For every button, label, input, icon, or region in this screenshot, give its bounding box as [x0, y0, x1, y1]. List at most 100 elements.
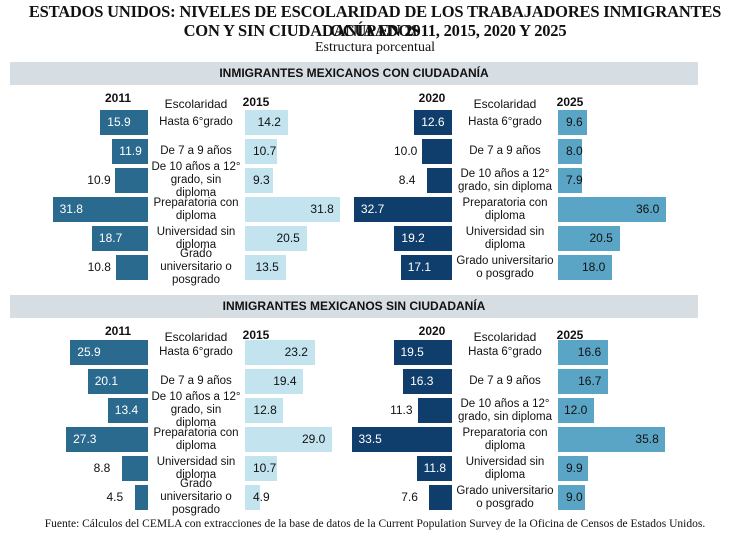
data-label-2011: 25.9: [77, 345, 101, 359]
chart-title-line-2: CON Y SIN CIUDADANÍA EN 2011, 2015, 2020…: [183, 21, 567, 40]
data-label-2011: 18.7: [98, 231, 123, 245]
bar-2011: [66, 427, 148, 452]
category-label: Preparatoria con diploma: [153, 196, 239, 222]
category-label: Grado universitario o posgrado: [160, 478, 232, 516]
year-label-2011: 2011: [104, 324, 132, 338]
data-label-2015: 10.7: [253, 461, 277, 475]
bar-2020: [422, 139, 452, 164]
data-label-2011: 31.8: [59, 202, 83, 216]
data-label-2025: 8.0: [566, 144, 583, 158]
category-header: Escolaridad: [473, 97, 537, 111]
category-label: Grado universitario o posgrado: [456, 254, 554, 280]
bar-2020: [416, 456, 452, 481]
data-label-2025: 9.9: [566, 461, 583, 475]
bar-2025: [558, 139, 582, 164]
category-label: Grado universitario o posgrado: [456, 484, 554, 510]
bar-2025: [558, 369, 609, 394]
data-label-2011: 27.3: [73, 432, 97, 446]
data-label-2020: 32.7: [360, 202, 385, 216]
bar-2020: [429, 485, 452, 510]
data-label-2020: 17.1: [407, 260, 432, 274]
data-label-2025: 20.5: [589, 231, 613, 245]
bar-2025: [558, 110, 587, 135]
bar-2011: [91, 226, 148, 251]
data-label-2015: 13.5: [255, 260, 279, 274]
category-label: Hasta 6°grado: [159, 116, 233, 128]
data-label-2025: 9.6: [566, 115, 583, 129]
category-label: De 10 años a 12° grado, sin diploma: [458, 167, 552, 193]
bar-2025: [558, 485, 585, 510]
section-band-2: INMIGRANTES MEXICANOS SIN CIUDADANÍA: [10, 295, 698, 318]
data-label-2011: 11.9: [119, 144, 142, 158]
bar-2015: [245, 485, 260, 510]
chart-title-line-1: ESTADOS UNIDOS: NIVELES DE ESCOLARIDAD D…: [28, 2, 722, 40]
bar-2011: [121, 456, 148, 481]
category-label: Hasta 6°grado: [468, 346, 542, 358]
data-label-2015: 29.0: [302, 432, 326, 446]
bar-2015: [245, 369, 304, 394]
bar-2025: [558, 255, 612, 280]
data-label-2011: 15.9: [107, 115, 131, 129]
bar-2020: [426, 168, 452, 193]
category-header: Escolaridad: [164, 97, 228, 111]
source-note: Fuente: Cálculos del CEMLA con extraccio…: [44, 518, 706, 530]
year-label-2025: 2025: [556, 328, 584, 342]
bar-2025: [558, 340, 608, 365]
bar-2011: [100, 110, 148, 135]
bar-2020: [418, 398, 452, 423]
data-label-2020: 8.4: [398, 173, 416, 187]
bar-2011: [52, 197, 148, 222]
category-label: Grado universitario o posgrado: [160, 248, 232, 286]
category-header: Escolaridad: [164, 330, 228, 344]
data-label-2020: 33.5: [358, 432, 382, 446]
data-label-2020: 11.8: [423, 461, 447, 475]
category-label: Preparatoria con diploma: [462, 196, 548, 222]
data-label-2025: 35.8: [635, 432, 659, 446]
data-label-2020: 7.6: [401, 490, 418, 504]
data-label-2020: 19.5: [400, 345, 424, 359]
bar-2020: [403, 369, 452, 394]
data-label-2015: 19.4: [273, 374, 297, 388]
data-label-2015: 23.2: [284, 345, 308, 359]
data-label-2011: 8.8: [93, 461, 111, 475]
data-label-2025: 16.7: [578, 374, 602, 388]
category-label: De 7 a 9 años: [469, 145, 541, 157]
data-label-2025: 7.9: [566, 173, 583, 187]
category-label: De 7 a 9 años: [469, 375, 541, 387]
year-label-2020: 2020: [418, 91, 446, 105]
data-label-2025: 16.6: [577, 345, 602, 359]
data-label-2011: 10.9: [87, 173, 111, 187]
bar-2020: [351, 427, 452, 452]
category-label: De 7 a 9 años: [160, 145, 232, 157]
bar-2015: [245, 110, 288, 135]
data-label-2015: 31.8: [310, 202, 334, 216]
data-label-2025: 12.0: [564, 403, 588, 417]
bar-2015: [245, 340, 315, 365]
category-label: Preparatoria con diploma: [153, 426, 239, 452]
data-label-2025: 9.0: [566, 490, 583, 504]
category-label: Preparatoria con diploma: [462, 426, 548, 452]
bar-2011: [70, 340, 148, 365]
data-label-2015: 20.5: [276, 231, 300, 245]
bar-2025: [558, 197, 666, 222]
bar-2011: [107, 398, 148, 423]
bar-2011: [87, 369, 148, 394]
data-label-2020: 16.3: [410, 374, 434, 388]
year-label-2011: 2011: [104, 91, 132, 105]
category-label: De 10 años a 12° grado, sin diploma: [151, 391, 241, 429]
bar-2015: [245, 255, 286, 280]
year-label-2015: 2015: [242, 95, 270, 109]
category-label: Universidad sin diploma: [156, 225, 236, 251]
bar-2011: [115, 168, 148, 193]
category-label: De 10 años a 12° grado, sin diploma: [151, 161, 241, 199]
year-label-2020: 2020: [418, 324, 446, 338]
year-label-2025: 2025: [556, 95, 584, 109]
data-label-2015: 14.2: [257, 115, 281, 129]
data-label-2011: 13.4: [114, 403, 139, 417]
data-label-2015: 10.7: [253, 144, 277, 158]
bar-2025: [558, 168, 582, 193]
bar-2020: [414, 110, 452, 135]
data-label-2020: 10.0: [394, 144, 418, 158]
bar-2015: [245, 456, 278, 481]
bar-2015: [245, 398, 284, 423]
